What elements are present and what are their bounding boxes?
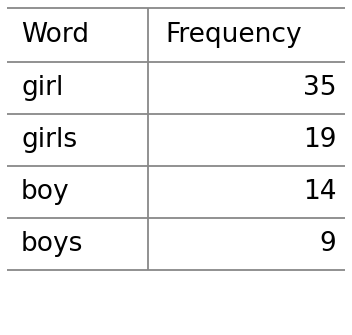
Text: 9: 9 <box>319 231 336 257</box>
Text: 35: 35 <box>303 75 336 101</box>
Text: girls: girls <box>21 127 77 153</box>
Text: boys: boys <box>21 231 83 257</box>
Text: girl: girl <box>21 75 63 101</box>
Text: 19: 19 <box>303 127 336 153</box>
Text: Word: Word <box>21 22 89 48</box>
Text: boy: boy <box>21 179 70 205</box>
Text: 14: 14 <box>303 179 336 205</box>
Text: Frequency: Frequency <box>165 22 302 48</box>
